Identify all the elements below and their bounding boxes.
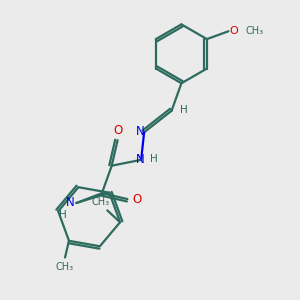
Text: CH₃: CH₃	[92, 196, 110, 207]
Text: O: O	[229, 26, 238, 36]
Text: H: H	[181, 105, 188, 115]
Text: H: H	[59, 210, 67, 220]
Text: O: O	[133, 193, 142, 206]
Text: O: O	[113, 124, 122, 137]
Text: CH₃: CH₃	[56, 262, 74, 272]
Text: N: N	[136, 125, 145, 138]
Text: N: N	[136, 153, 145, 166]
Text: H: H	[150, 154, 158, 164]
Text: CH₃: CH₃	[245, 26, 263, 36]
Text: N: N	[66, 196, 75, 208]
